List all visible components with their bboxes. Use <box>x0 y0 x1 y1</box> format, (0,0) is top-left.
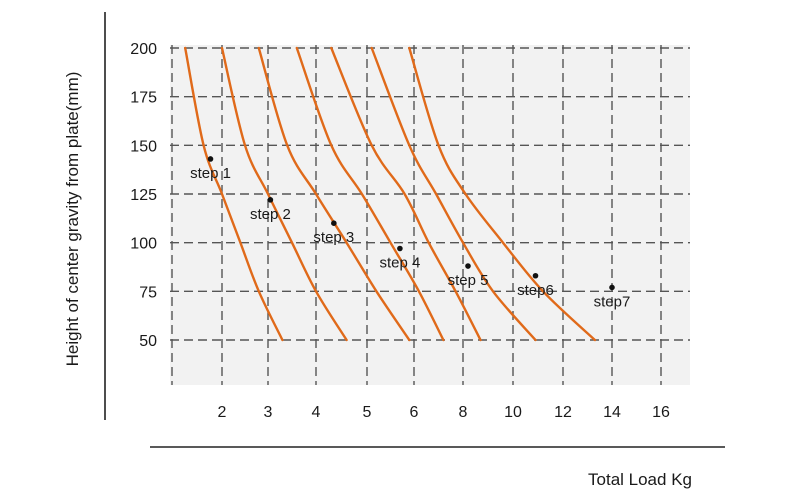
step-label-2: step 2 <box>250 206 291 223</box>
x-axis-label: Total Load Kg <box>588 470 692 489</box>
x-tick-label-0: 2 <box>218 404 227 421</box>
x-tick-label-6: 10 <box>504 404 522 421</box>
step-point-7 <box>609 284 615 291</box>
plot-background <box>170 45 690 385</box>
x-tick-label-7: 12 <box>554 404 572 421</box>
step-point-4 <box>397 245 403 252</box>
load-curve-6 <box>370 46 537 342</box>
tick-labels: 2 3 4 5 6 8 10 12 14 16 50 75 100 125 150 175 200 <box>130 41 670 421</box>
step-point-5 <box>465 263 471 269</box>
y-tick-label-0: 50 <box>139 333 157 350</box>
load-curve-2 <box>220 46 348 342</box>
step-label-3: step 3 <box>313 229 354 246</box>
step-label-6: step6 <box>517 282 554 299</box>
y-axis-label: Height of center gravity from plate(mm) <box>63 72 82 367</box>
load-curve-5 <box>330 46 482 342</box>
step-annotations: step 1 step 2 step 3 step 4 step 5 step6 step7 <box>190 156 630 310</box>
load-curve-3 <box>257 46 411 342</box>
step-label-5: step 5 <box>448 272 489 289</box>
x-tick-label-9: 16 <box>652 404 670 421</box>
step-point-2 <box>267 197 274 203</box>
x-tick-label-1: 3 <box>264 404 273 421</box>
y-tick-label-1: 75 <box>139 284 157 301</box>
step-point-1 <box>207 156 214 162</box>
step-point-6 <box>532 272 539 279</box>
x-tick-label-3: 5 <box>363 404 372 421</box>
y-tick-label-4: 150 <box>130 138 157 155</box>
y-tick-label-6: 200 <box>130 41 157 58</box>
x-tick-label-2: 4 <box>312 404 321 421</box>
step-label-4: step 4 <box>379 255 420 272</box>
x-tick-label-5: 8 <box>459 404 468 421</box>
load-curves <box>184 46 597 342</box>
step-point-3 <box>331 220 337 226</box>
step-label-1: step 1 <box>190 165 231 182</box>
load-curve-1 <box>184 46 284 342</box>
y-tick-label-2: 100 <box>130 236 157 253</box>
load-curve-7 <box>408 46 597 342</box>
step-label-7: step7 <box>594 293 631 310</box>
x-tick-label-4: 6 <box>410 404 419 421</box>
load-curve-4 <box>295 46 445 342</box>
y-tick-label-3: 125 <box>130 187 157 204</box>
x-tick-label-8: 14 <box>603 404 621 421</box>
y-tick-label-5: 175 <box>130 90 157 107</box>
